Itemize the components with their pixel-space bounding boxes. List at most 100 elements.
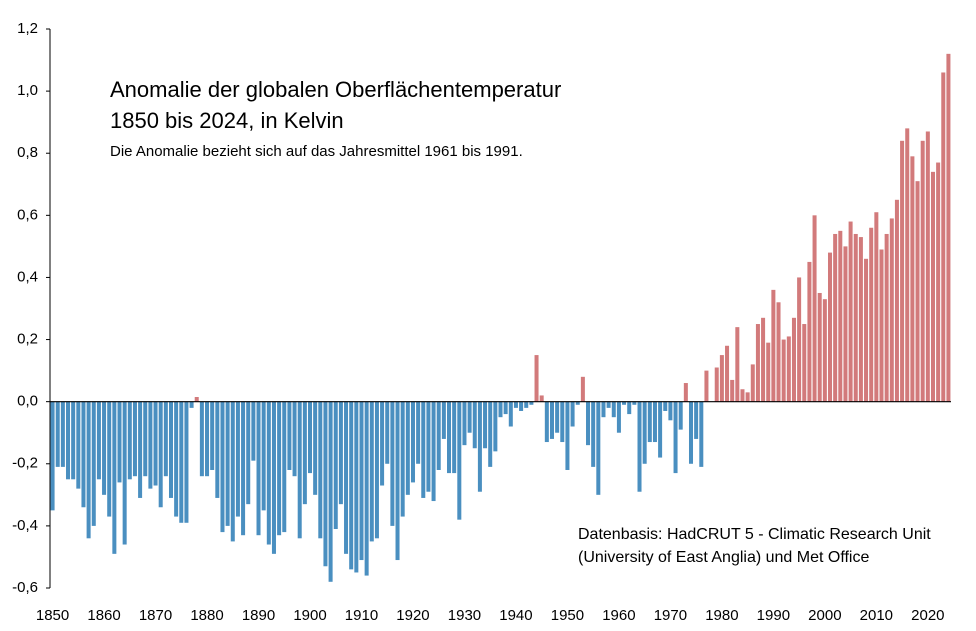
- bar: [246, 401, 251, 505]
- x-tick-label: 1870: [139, 607, 172, 624]
- bar: [199, 401, 204, 477]
- bar: [848, 221, 853, 402]
- bar: [874, 212, 879, 402]
- y-tick-label: -0,2: [12, 455, 38, 472]
- bar: [946, 53, 951, 402]
- y-tick-label: 1,0: [17, 82, 38, 99]
- bar: [112, 401, 117, 554]
- bar: [189, 401, 194, 408]
- x-tick-label: 2020: [911, 607, 944, 624]
- bar: [86, 401, 91, 539]
- bar: [405, 401, 410, 495]
- bar: [807, 261, 812, 402]
- bar: [400, 401, 405, 517]
- bar: [225, 401, 230, 526]
- bar: [235, 401, 240, 517]
- bar: [915, 181, 920, 402]
- x-tick-label: 1970: [654, 607, 687, 624]
- bar: [251, 401, 256, 461]
- bar: [549, 401, 554, 439]
- bar: [256, 401, 261, 536]
- bar: [493, 401, 498, 452]
- bar: [148, 401, 153, 489]
- bar: [791, 317, 796, 402]
- bar: [508, 401, 513, 427]
- bar: [107, 401, 112, 517]
- chart-title: Anomalie der globalen Oberflächentempera…: [110, 77, 561, 102]
- bar: [426, 401, 431, 492]
- bar: [586, 401, 591, 446]
- bar: [380, 401, 385, 486]
- bar: [138, 401, 143, 498]
- bar: [215, 401, 220, 498]
- bar: [740, 389, 745, 402]
- bar: [163, 401, 168, 477]
- x-tick-label: 1960: [602, 607, 635, 624]
- bar: [153, 401, 158, 486]
- x-tick-label: 1920: [396, 607, 429, 624]
- bar: [570, 401, 575, 427]
- bar: [879, 249, 884, 402]
- bar: [230, 401, 235, 542]
- bar: [776, 302, 781, 402]
- bar: [699, 401, 704, 467]
- bar: [828, 252, 833, 402]
- bar: [524, 401, 529, 408]
- bar: [127, 401, 132, 480]
- bar: [910, 156, 915, 402]
- bar: [750, 364, 755, 402]
- bar: [652, 401, 657, 443]
- y-tick-label: 0,0: [17, 393, 38, 410]
- bar: [771, 289, 776, 402]
- bar: [194, 397, 199, 402]
- bar: [941, 72, 946, 402]
- bar: [122, 401, 127, 545]
- bar: [318, 401, 323, 539]
- bar: [307, 401, 313, 474]
- bar: [385, 401, 390, 464]
- bar: [622, 401, 627, 405]
- bar: [302, 401, 307, 505]
- bar: [344, 401, 349, 554]
- bar: [488, 401, 493, 467]
- annotation: (University of East Anglia) und Met Offi…: [578, 549, 869, 566]
- bar: [271, 401, 276, 554]
- bar: [179, 401, 184, 523]
- y-tick-label: -0,4: [12, 517, 38, 534]
- bar: [920, 140, 925, 402]
- x-tick-label: 1910: [345, 607, 378, 624]
- bar: [467, 401, 472, 433]
- bar: [483, 401, 488, 449]
- bar: [369, 401, 374, 542]
- bar: [441, 401, 446, 439]
- bar: [817, 292, 822, 402]
- bar: [261, 401, 266, 511]
- x-tick-label: 1940: [499, 607, 532, 624]
- bar: [416, 401, 421, 464]
- bar: [905, 128, 910, 402]
- bar: [761, 317, 766, 402]
- bar: [658, 401, 663, 458]
- bar: [359, 401, 364, 561]
- bar: [91, 401, 96, 526]
- bar: [364, 401, 369, 576]
- chart-title-line2: 1850 bis 2024, in Kelvin: [110, 108, 344, 133]
- bar: [627, 401, 632, 415]
- bar: [889, 218, 894, 402]
- bar: [704, 370, 709, 402]
- bar: [858, 237, 863, 402]
- bar: [447, 401, 452, 474]
- y-tick-label: 0,6: [17, 206, 38, 223]
- bar: [421, 401, 426, 498]
- bar: [755, 324, 760, 402]
- bar: [606, 401, 611, 408]
- bar: [117, 401, 122, 483]
- bar: [838, 230, 843, 402]
- bar: [678, 401, 683, 430]
- bar: [797, 277, 802, 402]
- bar: [282, 401, 287, 533]
- bar: [519, 401, 524, 411]
- bar: [81, 401, 86, 508]
- bar: [143, 401, 148, 477]
